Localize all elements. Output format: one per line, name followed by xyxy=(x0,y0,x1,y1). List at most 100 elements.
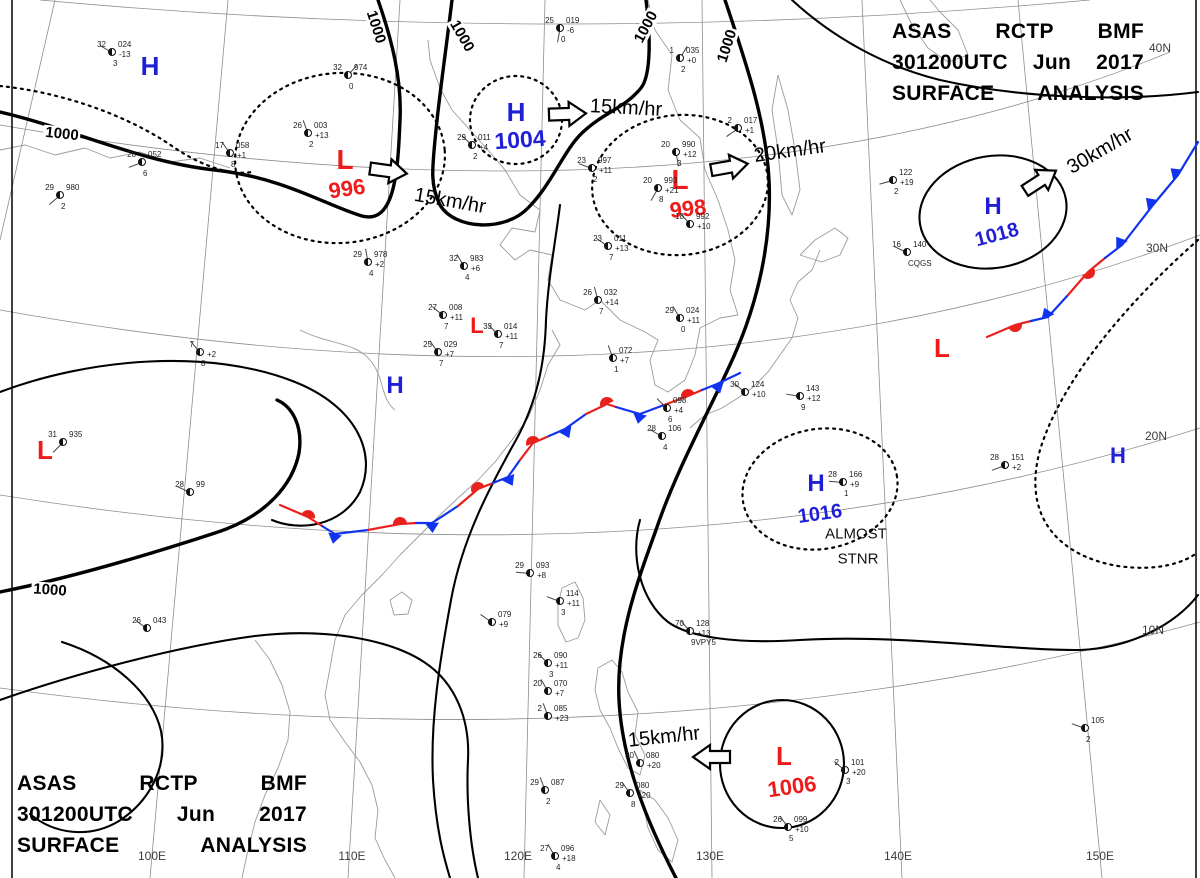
station-dot-icon xyxy=(741,388,749,396)
station-b: 8 xyxy=(201,359,206,368)
station-a: +10 xyxy=(697,222,711,231)
high-center-symbol: H xyxy=(140,51,160,81)
station-dot-icon xyxy=(839,478,847,486)
station-b: 7 xyxy=(599,307,604,316)
station-p: 935 xyxy=(69,430,83,439)
station-dot-icon xyxy=(672,148,680,156)
station-t: 30 xyxy=(625,751,634,760)
station-t: 32 xyxy=(449,254,458,263)
station-p: 098 xyxy=(673,396,687,405)
station-dot-icon xyxy=(544,687,552,695)
longitude-label: 150E xyxy=(1085,849,1115,863)
station-p: 029 xyxy=(444,340,458,349)
station-p: 096 xyxy=(561,844,575,853)
latitude-gridline xyxy=(0,51,1171,172)
movement-arrow-icon xyxy=(547,99,588,129)
station-p: 090 xyxy=(554,651,568,660)
title-top-right: ASAS RCTP BMF 301200UTC Jun 2017 SURFACE… xyxy=(892,20,1144,106)
station-t: 28 xyxy=(127,150,136,159)
station-a: -6 xyxy=(567,26,575,35)
station-p: 011 xyxy=(614,234,627,243)
cold-front-marker xyxy=(1170,168,1183,181)
station-p: 128 xyxy=(696,619,710,628)
station-b: 3 xyxy=(561,608,566,617)
coastline xyxy=(799,227,849,263)
longitude-label: 120E xyxy=(503,849,533,863)
cold-front-marker xyxy=(1145,197,1158,210)
longitude-label: 110E xyxy=(338,849,366,863)
station-a: +7 xyxy=(555,689,565,698)
title-word: Jun xyxy=(1032,51,1072,74)
station-t: 29 xyxy=(615,781,624,790)
isobar xyxy=(617,0,772,878)
low-center-symbol: L xyxy=(776,741,792,771)
station-t: 27 xyxy=(540,844,549,853)
station-a: +9 xyxy=(499,620,509,629)
warm-front-marker xyxy=(1008,322,1022,332)
station-t: 20 xyxy=(533,679,542,688)
station-b: 7 xyxy=(499,341,504,350)
station-dot-icon xyxy=(654,184,662,192)
station-dot-icon xyxy=(434,348,442,356)
station-b: 4 xyxy=(556,863,561,872)
latitude-label: 20N xyxy=(1144,429,1168,443)
station-t: 29 xyxy=(457,133,466,142)
station-t: 30 xyxy=(730,380,739,389)
station-t: 26 xyxy=(583,288,592,297)
isobar-ellipse xyxy=(918,154,1068,270)
station-b: 2 xyxy=(61,202,66,211)
station-dot-icon xyxy=(588,164,596,172)
station-t: 20 xyxy=(643,176,652,185)
title-word: 2017 xyxy=(1096,51,1144,74)
station-b: 2 xyxy=(546,797,551,806)
station-dot-icon xyxy=(544,659,552,667)
coastline xyxy=(594,799,611,836)
station-b: 4 xyxy=(465,273,470,282)
station-dot-icon xyxy=(526,569,534,577)
longitude-gridline xyxy=(701,0,713,878)
low-center-symbol: L xyxy=(671,164,689,195)
station-t: 29 xyxy=(515,561,524,570)
station-dot-icon xyxy=(196,348,204,356)
latitude-gridline xyxy=(0,427,1200,536)
station-p: 106 xyxy=(668,424,682,433)
station-p: 151 xyxy=(1011,453,1025,462)
station-p: 080 xyxy=(646,751,660,760)
station-a: +9 xyxy=(850,480,860,489)
station-p: 085 xyxy=(554,704,568,713)
station-t: 33 xyxy=(483,322,492,331)
warm-front-marker xyxy=(301,510,315,519)
longitude-gridline xyxy=(149,0,229,878)
isobar xyxy=(1034,238,1200,569)
station-b: CQGS xyxy=(908,259,932,268)
longitude-gridline xyxy=(861,0,903,878)
station-dot-icon xyxy=(138,158,146,166)
station-a: +13 xyxy=(697,629,711,638)
station-dot-icon xyxy=(784,823,792,831)
station-p: 974 xyxy=(354,63,368,72)
isobar xyxy=(0,0,402,219)
station-b: 9 xyxy=(801,403,806,412)
title-line-2: 301200UTC Jun 2017 xyxy=(892,51,1144,75)
station-p: 024 xyxy=(118,40,132,49)
station-p: 024 xyxy=(686,306,700,315)
title-word: 301200UTC xyxy=(892,51,1008,74)
station-a: +7 xyxy=(445,350,455,359)
coastline xyxy=(771,74,801,216)
coastline xyxy=(389,591,413,616)
station-b: 7 xyxy=(609,253,614,262)
isobar xyxy=(0,632,480,878)
station-t: 26 xyxy=(773,815,782,824)
station-t: 32 xyxy=(333,63,342,72)
station-p: 978 xyxy=(374,250,388,259)
station-dot-icon xyxy=(544,712,552,720)
station-b: 2 xyxy=(309,140,314,149)
warm-front-marker xyxy=(526,436,540,446)
station-p: 011 xyxy=(478,133,491,142)
station-a: +11 xyxy=(567,599,580,608)
stationary-front-main-segment xyxy=(278,503,324,528)
station-t: 18 xyxy=(675,212,684,221)
station-dot-icon xyxy=(841,766,849,774)
station-dot-icon xyxy=(551,852,559,860)
